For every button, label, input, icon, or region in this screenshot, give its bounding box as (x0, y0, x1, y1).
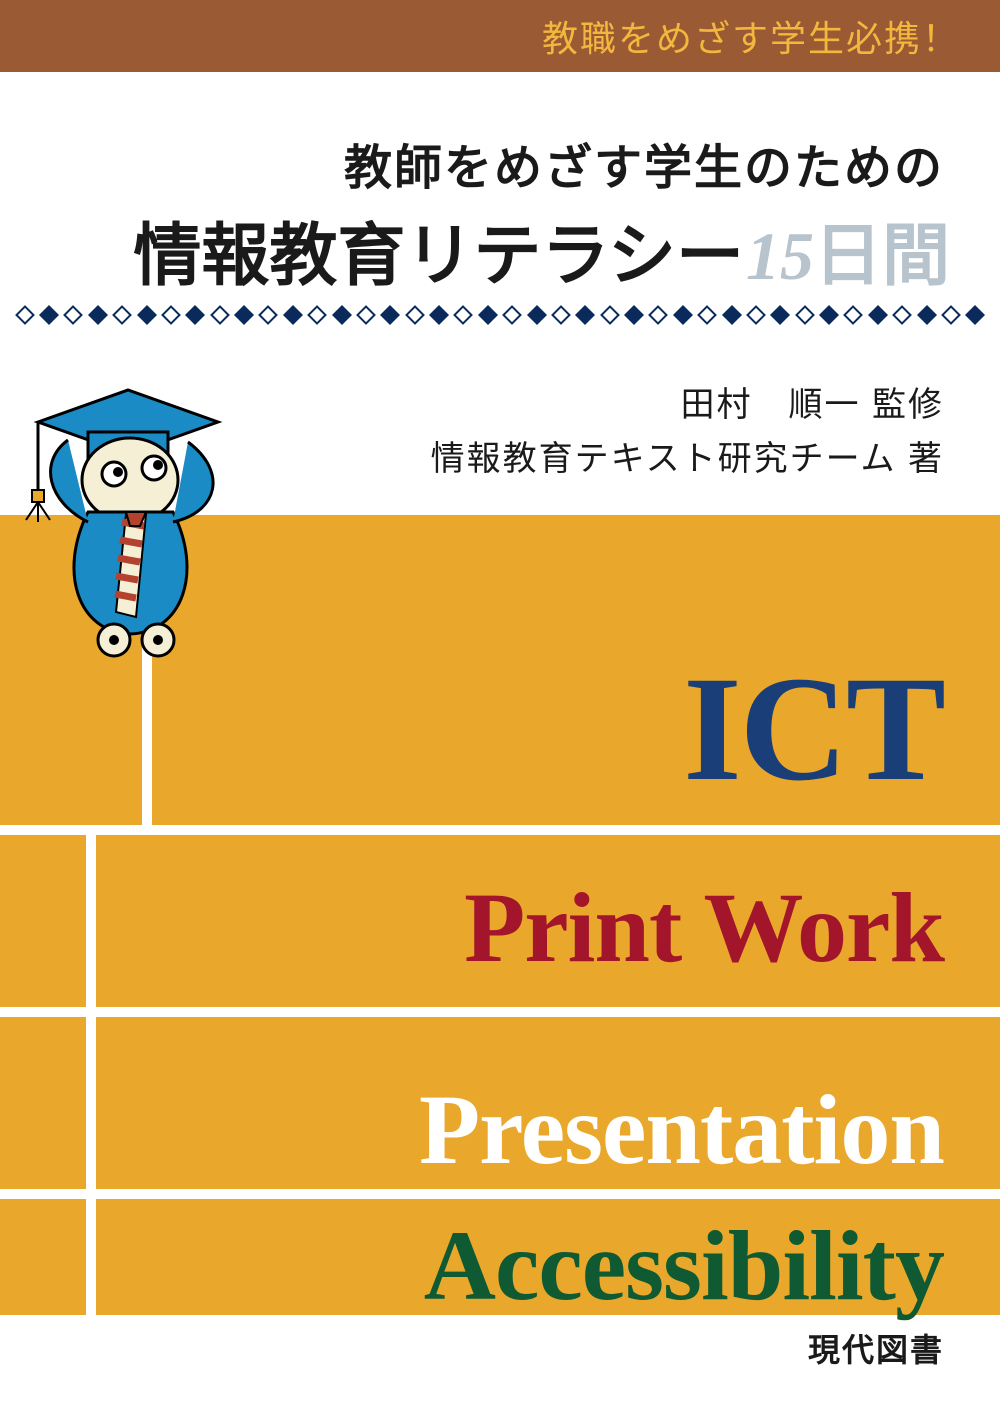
diamond-icon (917, 305, 937, 325)
diamond-icon (64, 305, 84, 325)
diamond-icon (697, 305, 717, 325)
diamond-icon (307, 305, 327, 325)
grid-row-2: Print Work (0, 835, 1000, 1007)
diamond-icon (575, 305, 595, 325)
grid-cell-2b: Print Work (96, 835, 1000, 1007)
subtitle: 教師をめざす学生のための (344, 128, 944, 198)
diamond-icon (454, 305, 474, 325)
banner-text: 教職をめざす学生必携！ (542, 10, 960, 62)
diamond-icon (795, 305, 815, 325)
diamond-icon (892, 305, 912, 325)
title-row: 情報教育リテラシー 15 日間 (133, 200, 950, 299)
diamond-icon (502, 305, 522, 325)
diamond-icon (600, 305, 620, 325)
diamond-icon (112, 305, 132, 325)
keyword-ict: ICT (683, 643, 944, 815)
title-main: 情報教育リテラシー (133, 200, 744, 299)
diamond-icon (88, 305, 108, 325)
publisher-name: 現代図書 (808, 1325, 944, 1371)
diamond-icon (844, 305, 864, 325)
diamond-icon (259, 305, 279, 325)
diamond-icon (234, 305, 254, 325)
title-days: 日間 (814, 200, 950, 299)
author-supervisor: 田村 順一 監修 (431, 378, 944, 432)
diamond-icon (185, 305, 205, 325)
grid-row-3: Presentation (0, 1017, 1000, 1189)
book-cover: 教職をめざす学生必携！ 教師をめざす学生のための 情報教育リテラシー 15 日間… (0, 0, 1000, 1403)
grid-cell-2a (0, 835, 86, 1007)
grid-cell-3b: Presentation (96, 1017, 1000, 1189)
diamond-icon (283, 305, 303, 325)
diamond-icon (356, 305, 376, 325)
diamond-icon (161, 305, 181, 325)
diamond-icon (137, 305, 157, 325)
title-number: 15 (746, 217, 814, 296)
diamond-icon (649, 305, 669, 325)
diamond-divider (0, 302, 1000, 328)
diamond-icon (868, 305, 888, 325)
mascot-icon (18, 362, 238, 662)
diamond-icon (15, 305, 35, 325)
diamond-icon (673, 305, 693, 325)
diamond-icon (527, 305, 547, 325)
diamond-icon (965, 305, 985, 325)
keyword-accessibility: Accessibility (424, 1208, 944, 1323)
diamond-icon (380, 305, 400, 325)
diamond-icon (941, 305, 961, 325)
grid-cell-1b: ICT (152, 515, 1000, 825)
grid-cell-4b: Accessibility (96, 1199, 1000, 1315)
author-team: 情報教育テキスト研究チーム 著 (431, 432, 944, 486)
diamond-icon (770, 305, 790, 325)
diamond-icon (722, 305, 742, 325)
diamond-icon (405, 305, 425, 325)
diamond-icon (746, 305, 766, 325)
diamond-icon (624, 305, 644, 325)
diamond-icon (551, 305, 571, 325)
grid-cell-3a (0, 1017, 86, 1189)
diamond-icon (39, 305, 59, 325)
top-banner: 教職をめざす学生必携！ (0, 0, 1000, 72)
keyword-presentation: Presentation (419, 1072, 944, 1187)
diamond-icon (332, 305, 352, 325)
diamond-icon (429, 305, 449, 325)
diamond-icon (210, 305, 230, 325)
diamond-icon (478, 305, 498, 325)
grid-cell-4a (0, 1199, 86, 1315)
authors-block: 田村 順一 監修 情報教育テキスト研究チーム 著 (431, 378, 944, 487)
keyword-printwork: Print Work (464, 870, 944, 985)
grid-row-4: Accessibility (0, 1199, 1000, 1315)
diamond-icon (819, 305, 839, 325)
